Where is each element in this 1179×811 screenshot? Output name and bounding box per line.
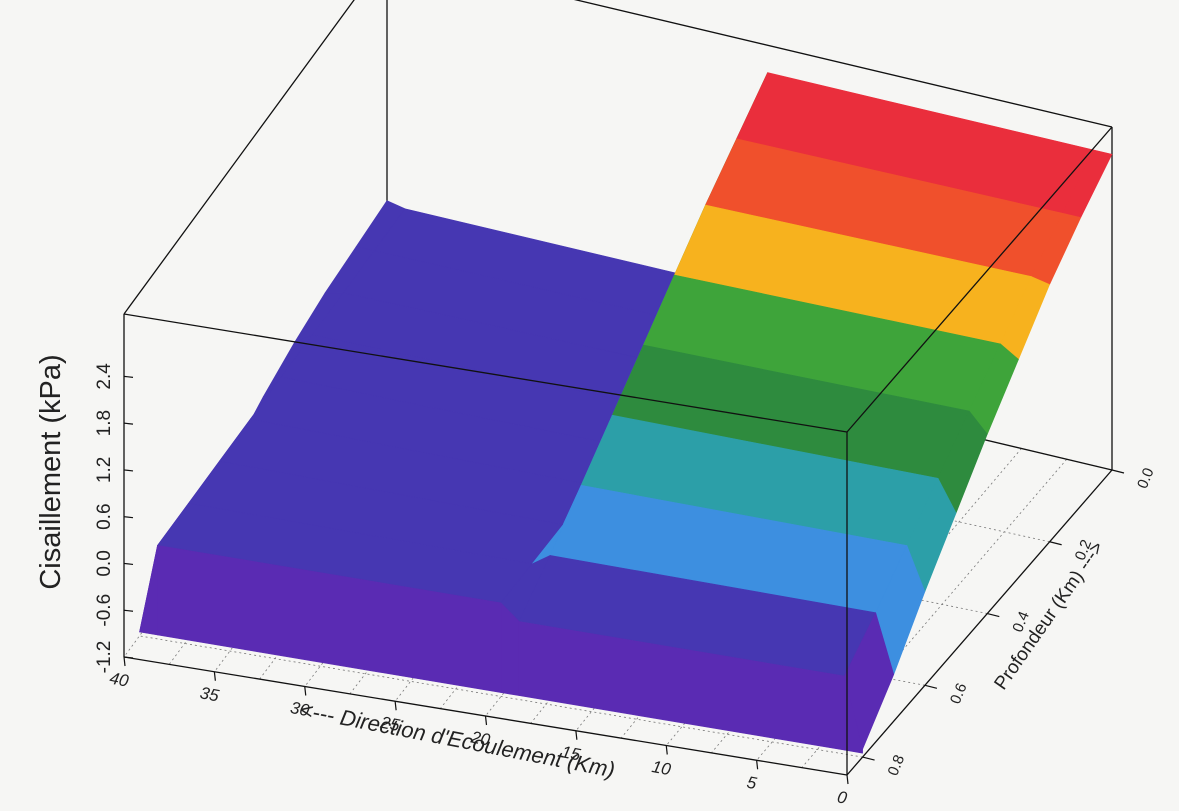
floor-grid-line: [139, 635, 863, 758]
z-tick: [123, 562, 134, 566]
y-tick-label: 0.0: [1134, 465, 1158, 491]
y-tick: [1111, 469, 1125, 474]
x-tick-label: 20: [468, 727, 492, 750]
x-tick: [394, 701, 397, 711]
box-edge-top-left: [123, 0, 355, 315]
y-tick: [987, 612, 1000, 618]
y-tick: [924, 684, 938, 689]
x-tick: [304, 686, 307, 696]
z-tick-label: -0.6: [94, 594, 115, 627]
z-tick: [123, 422, 134, 425]
y-tick-label: 0.4: [1009, 609, 1033, 635]
z-tick: [123, 375, 134, 378]
x-axis-title: <--- Direction d'Ecoulement (Km): [298, 697, 617, 783]
y-tick-label: 0.2: [1072, 537, 1096, 563]
x-tick-label: 15: [560, 742, 583, 764]
x-tick: [756, 760, 759, 770]
y-tick-label: 0.8: [885, 753, 909, 779]
z-tick: [123, 656, 134, 659]
z-tick-label: 2.4: [94, 363, 115, 390]
box-edge-right-floor: [846, 469, 1113, 776]
box-edge-back-top: [573, 0, 1113, 128]
x-tick: [575, 730, 578, 740]
x-tick: [484, 715, 488, 726]
z-tick-label: -1.2: [94, 641, 115, 674]
axis-ticks: -1.2 -0.6 0.0 0.6 1.2 1.8 2.4 40 35 30 25 20 15 10 5 0 0…: [94, 363, 1158, 808]
x-tick-label: 5: [745, 773, 758, 794]
box-edge-top-right: [846, 126, 1113, 433]
x-tick-label: 30: [289, 698, 312, 720]
z-tick-label: 1.8: [94, 410, 115, 436]
z-tick-label: 0.6: [94, 503, 115, 529]
surface-skirt: [139, 545, 158, 636]
x-tick-label: 0: [836, 787, 849, 806]
y-tick-label: 0.6: [947, 681, 971, 707]
z-tick: [123, 609, 134, 612]
surface-plot: [139, 72, 1113, 754]
x-tick: [213, 671, 216, 681]
x-tick-label: 10: [650, 757, 673, 779]
z-tick-label: 0.0: [94, 550, 115, 576]
box-edge-front-top: [123, 313, 848, 433]
x-tick-label: 40: [108, 668, 131, 690]
z-tick-label: 1.2: [94, 457, 115, 483]
x-tick: [123, 656, 126, 667]
x-tick-label: 35: [198, 683, 221, 705]
x-tick: [846, 774, 849, 785]
x-tick: [665, 745, 668, 755]
z-tick: [123, 516, 134, 519]
y-axis-title: Profondeur (Km) --->: [990, 538, 1108, 694]
x-tick-label: 25: [378, 713, 402, 736]
z-tick: [123, 469, 134, 472]
y-tick: [862, 756, 875, 761]
z-axis-title: Cisaillement (kPa): [35, 354, 67, 589]
y-tick: [1049, 541, 1062, 546]
surface-skirt: [844, 675, 863, 754]
